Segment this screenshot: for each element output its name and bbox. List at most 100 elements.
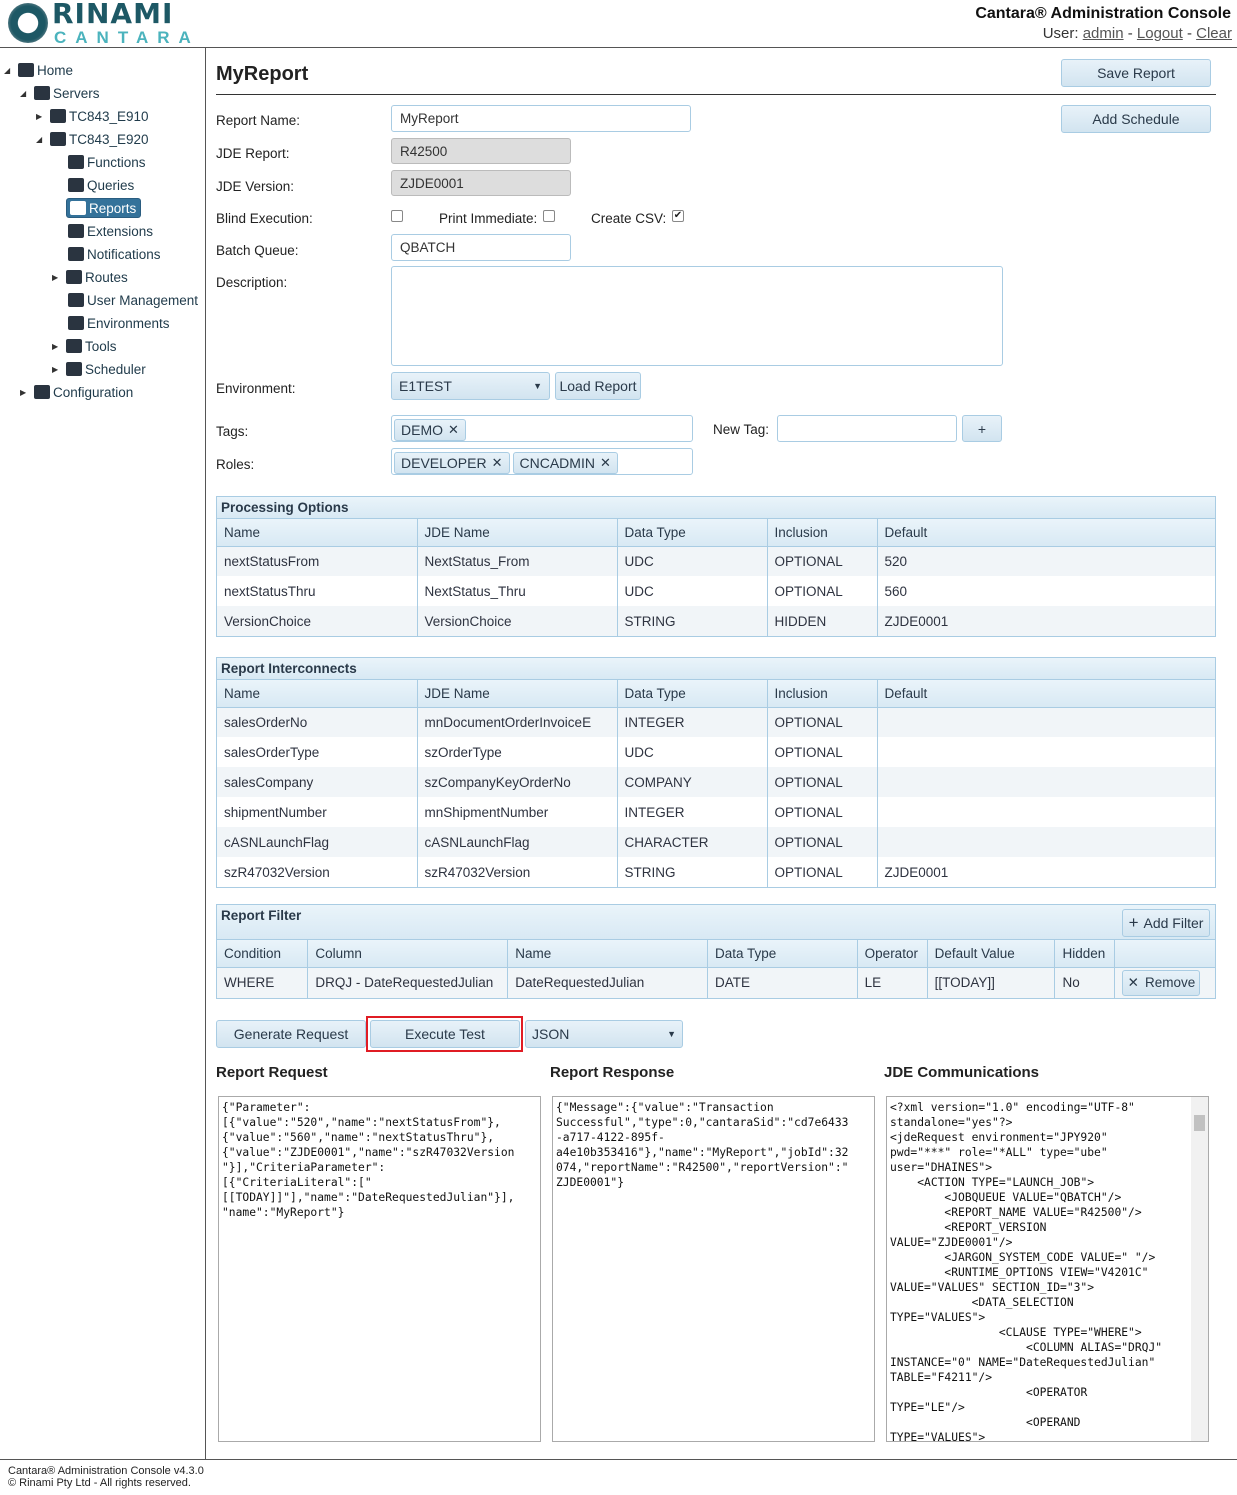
remove-filter-button[interactable]: ✕ Remove bbox=[1122, 969, 1201, 996]
blind-execution-checkbox[interactable] bbox=[391, 210, 403, 222]
sidebar-item-queries[interactable]: Queries bbox=[68, 175, 134, 195]
sidebar-item-notifications[interactable]: Notifications bbox=[68, 244, 161, 264]
sidebar-item-servers[interactable]: ◢ Servers bbox=[20, 83, 100, 103]
report-response-textarea[interactable]: {"Message":{"value":"Transaction Success… bbox=[552, 1096, 875, 1442]
user-info: User: admin - Logout - Clear bbox=[1043, 25, 1232, 43]
table-cell: LE bbox=[857, 967, 928, 998]
column-header: Inclusion bbox=[767, 680, 878, 708]
jde-communications-heading: JDE Communications bbox=[884, 1064, 1040, 1081]
expand-icon[interactable]: ▶ bbox=[20, 387, 27, 397]
generate-request-button[interactable]: Generate Request bbox=[216, 1020, 366, 1048]
format-select[interactable]: JSON ▼ bbox=[525, 1020, 683, 1048]
batch-queue-input[interactable]: QBATCH bbox=[391, 234, 571, 261]
sidebar-item-label: Configuration bbox=[53, 384, 134, 400]
sidebar-item-home[interactable]: ◢ Home bbox=[4, 60, 73, 80]
scrollbar[interactable] bbox=[1191, 1097, 1208, 1441]
sidebar-item-reports[interactable]: Reports bbox=[66, 198, 142, 218]
report-filter-caption: Report Filter + Add Filter bbox=[217, 905, 1215, 940]
report-interconnects-table: Report Interconnects Name JDE Name Data Typ… bbox=[216, 657, 1216, 888]
table-cell: OPTIONAL bbox=[767, 797, 878, 827]
clear-link[interactable]: Clear bbox=[1196, 25, 1232, 42]
separator: - bbox=[1127, 25, 1133, 42]
expand-icon[interactable]: ▶ bbox=[52, 272, 59, 282]
load-report-button[interactable]: Load Report bbox=[555, 372, 641, 400]
new-tag-label: New Tag: bbox=[713, 422, 770, 437]
table-cell: DRQJ - DateRequestedJulian bbox=[307, 967, 509, 998]
expand-icon[interactable]: ▶ bbox=[52, 341, 59, 351]
sidebar-item-user-management[interactable]: User Management bbox=[68, 290, 198, 310]
server-icon bbox=[50, 132, 66, 146]
column-header: Operator bbox=[857, 940, 928, 968]
environment-select[interactable]: E1TEST ▼ bbox=[391, 372, 550, 400]
add-filter-button[interactable]: + Add Filter bbox=[1122, 909, 1210, 937]
sidebar-item-environments[interactable]: Environments bbox=[68, 313, 170, 333]
table-cell: INTEGER bbox=[617, 707, 768, 737]
new-tag-input[interactable] bbox=[777, 415, 957, 442]
interconnects-caption: Report Interconnects bbox=[217, 658, 1215, 680]
sidebar-nav-tree: ◢ Home ◢ Servers ▶ TC843_E910 ◢ TC843_E920 Funct… bbox=[0, 48, 206, 1460]
separator: - bbox=[1186, 25, 1192, 42]
table-cell: szR47032Version bbox=[417, 857, 618, 887]
report-request-heading: Report Request bbox=[216, 1064, 328, 1081]
column-header: Data Type bbox=[617, 519, 768, 547]
report-name-input[interactable]: MyReport bbox=[391, 105, 691, 132]
column-header: Default bbox=[877, 680, 1215, 708]
remove-chip-icon[interactable]: ✕ bbox=[448, 421, 459, 437]
puzzle-icon bbox=[68, 224, 84, 238]
column-header: Name bbox=[217, 680, 418, 708]
sidebar-item-tc843-e920[interactable]: ◢ TC843_E920 bbox=[36, 129, 149, 149]
collapse-icon[interactable]: ◢ bbox=[36, 134, 43, 144]
collapse-icon[interactable]: ◢ bbox=[4, 65, 11, 75]
page-title: MyReport bbox=[216, 63, 309, 85]
sidebar-item-extensions[interactable]: Extensions bbox=[68, 221, 153, 241]
column-header: JDE Name bbox=[417, 519, 618, 547]
footer: Cantara® Administration Console v4.3.0 ©… bbox=[0, 1459, 1237, 1495]
user-link[interactable]: admin bbox=[1082, 25, 1124, 42]
collapse-icon[interactable]: ◢ bbox=[20, 88, 27, 98]
add-tag-button[interactable]: + bbox=[962, 415, 1002, 442]
remove-chip-icon[interactable]: ✕ bbox=[491, 454, 503, 470]
remove-label: Remove bbox=[1144, 975, 1196, 991]
app-header: RINAMI CANTARA Cantara® Administration C… bbox=[0, 0, 1237, 48]
environment-label: Environment: bbox=[216, 381, 296, 396]
sidebar-item-label: Functions bbox=[87, 154, 146, 170]
expand-icon[interactable]: ▶ bbox=[36, 111, 43, 121]
logout-link[interactable]: Logout bbox=[1136, 25, 1183, 42]
sidebar-item-tools[interactable]: ▶ Tools bbox=[52, 336, 117, 356]
sidebar-item-configuration[interactable]: ▶ Configuration bbox=[20, 382, 133, 402]
description-textarea[interactable] bbox=[391, 266, 1003, 366]
table-cell bbox=[877, 707, 1215, 737]
toolbox-icon bbox=[66, 339, 82, 353]
save-report-button[interactable]: Save Report bbox=[1061, 59, 1211, 87]
tags-input[interactable]: DEMO ✕ bbox=[391, 415, 693, 442]
add-filter-label: Add Filter bbox=[1143, 915, 1204, 931]
expand-icon[interactable]: ▶ bbox=[52, 364, 59, 374]
sidebar-item-routes[interactable]: ▶ Routes bbox=[52, 267, 128, 287]
sidebar-item-functions[interactable]: Functions bbox=[68, 152, 146, 172]
table-cell: szR47032Version bbox=[217, 857, 418, 887]
table-cell: ZJDE0001 bbox=[877, 606, 1215, 636]
table-cell: OPTIONAL bbox=[767, 857, 878, 887]
scrollbar-thumb[interactable] bbox=[1194, 1115, 1205, 1131]
sidebar-item-tc843-e910[interactable]: ▶ TC843_E910 bbox=[36, 106, 149, 126]
sidebar-item-label: Environments bbox=[87, 315, 170, 331]
create-csv-label: Create CSV: bbox=[591, 211, 667, 226]
table-cell: NextStatus_Thru bbox=[417, 576, 618, 606]
jde-version-label: JDE Version: bbox=[216, 179, 295, 194]
table-row: salesOrderType szOrderType UDC OPTIONAL bbox=[217, 737, 1215, 767]
jde-communications-textarea[interactable]: <?xml version="1.0" encoding="UTF-8" sta… bbox=[886, 1096, 1209, 1442]
sidebar-item-scheduler[interactable]: ▶ Scheduler bbox=[52, 359, 146, 379]
app-title: Cantara® Administration Console bbox=[975, 5, 1231, 22]
create-csv-checkbox[interactable]: ✔ bbox=[672, 210, 684, 222]
roles-input[interactable]: DEVELOPER ✕ CNCADMIN ✕ bbox=[391, 448, 693, 475]
column-header bbox=[1114, 940, 1215, 968]
chip-label: DEVELOPER bbox=[401, 454, 487, 471]
sidebar-item-label: Servers bbox=[53, 85, 100, 101]
user-label: User: bbox=[1042, 25, 1079, 42]
add-schedule-button[interactable]: Add Schedule bbox=[1061, 105, 1211, 133]
print-immediate-checkbox[interactable] bbox=[543, 210, 555, 222]
execute-test-button[interactable]: Execute Test bbox=[370, 1020, 520, 1048]
report-request-textarea[interactable]: {"Parameter": [{"value":"520","name":"ne… bbox=[218, 1096, 541, 1442]
table-cell: OPTIONAL bbox=[767, 707, 878, 737]
remove-chip-icon[interactable]: ✕ bbox=[599, 454, 611, 470]
